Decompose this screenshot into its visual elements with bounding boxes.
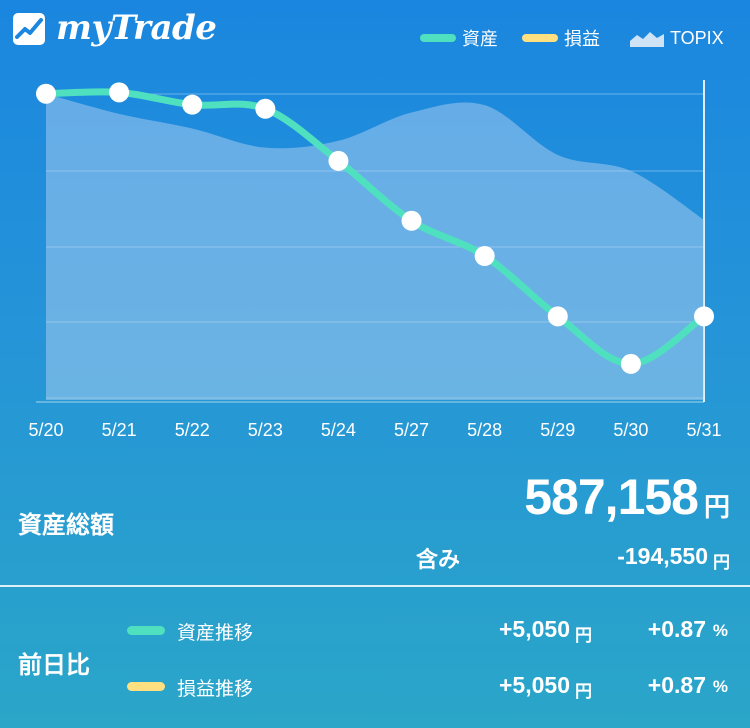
x-tick-label: 5/30 bbox=[613, 420, 648, 440]
comparison-percent-unit: % bbox=[712, 621, 728, 640]
unrealized-value: -194,550 bbox=[617, 543, 708, 569]
unrealized-label: 含み bbox=[416, 547, 461, 572]
total-assets-label: 資産総額 bbox=[18, 512, 114, 539]
comparison-amount-unit: 円 bbox=[575, 682, 592, 701]
assets-line-swatch bbox=[420, 34, 456, 42]
x-axis-ticks: 5/20 5/21 5/22 5/23 5/24 5/27 5/28 5/29 5/30 5/31 bbox=[28, 420, 721, 440]
data-point-5/28[interactable] bbox=[474, 246, 495, 266]
x-tick-label: 5/31 bbox=[686, 420, 721, 440]
assets-line bbox=[42, 88, 708, 368]
topix-area bbox=[46, 93, 704, 400]
x-tick-label: 5/28 bbox=[467, 420, 502, 440]
comparison-percent-unit: % bbox=[712, 677, 728, 696]
data-point-5/30[interactable] bbox=[620, 353, 641, 374]
comparison-percent: +0.87 bbox=[647, 616, 706, 642]
assets-line-swatch bbox=[127, 626, 165, 635]
mountain-area-icon bbox=[630, 32, 664, 47]
x-tick-label: 5/20 bbox=[28, 420, 63, 440]
data-point-5/31[interactable] bbox=[694, 306, 714, 327]
data-point-5/24[interactable] bbox=[328, 150, 349, 171]
comparison-row-pnl[interactable]: 損益推移 +5,050 円 +0.87 % bbox=[0, 671, 750, 701]
legend-label: TOPIX bbox=[670, 27, 724, 48]
comparison-percent: +0.87 bbox=[647, 672, 706, 698]
comparison-row-assets[interactable]: 資産推移 +5,050 円 +0.87 % bbox=[0, 615, 750, 645]
x-tick-label: 5/27 bbox=[394, 420, 429, 440]
data-point-5/29[interactable] bbox=[547, 306, 568, 327]
comparison-amount-unit: 円 bbox=[575, 626, 592, 645]
divider bbox=[0, 585, 750, 587]
x-tick-label: 5/29 bbox=[540, 420, 575, 440]
asset-chart: 5/20 5/21 5/22 5/23 5/24 5/27 5/28 5/29 5/30 5/31 bbox=[28, 80, 722, 440]
total-assets-value: 587,158 bbox=[524, 469, 699, 525]
unrealized-unit: 円 bbox=[713, 553, 730, 572]
data-point-5/23[interactable] bbox=[255, 98, 276, 119]
comparison-name: 資産推移 bbox=[177, 623, 254, 644]
data-point-5/27[interactable] bbox=[401, 210, 422, 231]
data-point-5/22[interactable] bbox=[182, 94, 203, 115]
assets-points bbox=[36, 82, 714, 374]
app-title: myTrade bbox=[56, 8, 217, 48]
pnl-line-swatch bbox=[127, 682, 165, 691]
data-point-5/20[interactable] bbox=[36, 83, 56, 104]
chart-grid bbox=[36, 80, 705, 403]
day-over-day-label: 前日比 bbox=[18, 652, 90, 679]
comparison-amount: +5,050 bbox=[499, 672, 570, 698]
x-tick-label: 5/24 bbox=[321, 420, 356, 440]
legend-label: 資産 bbox=[462, 29, 498, 49]
legend-item-topix[interactable]: TOPIX bbox=[630, 26, 724, 50]
x-tick-label: 5/22 bbox=[175, 420, 210, 440]
topix-area-series bbox=[46, 93, 704, 400]
legend-item-assets[interactable]: 資産 bbox=[420, 26, 498, 50]
assets-line-series bbox=[42, 88, 708, 368]
x-tick-label: 5/21 bbox=[102, 420, 137, 440]
legend-label: 損益 bbox=[564, 29, 600, 49]
legend-item-pnl[interactable]: 損益 bbox=[522, 26, 600, 50]
app-logo-icon bbox=[13, 13, 45, 45]
comparison-name: 損益推移 bbox=[177, 679, 254, 700]
comparison-amount: +5,050 bbox=[499, 616, 570, 642]
total-assets-unit: 円 bbox=[703, 492, 730, 522]
x-tick-label: 5/23 bbox=[248, 420, 283, 440]
pnl-line-swatch bbox=[522, 34, 558, 42]
header: myTrade 資産 損益 TOPIX bbox=[0, 0, 750, 64]
data-point-5/21[interactable] bbox=[109, 82, 130, 103]
